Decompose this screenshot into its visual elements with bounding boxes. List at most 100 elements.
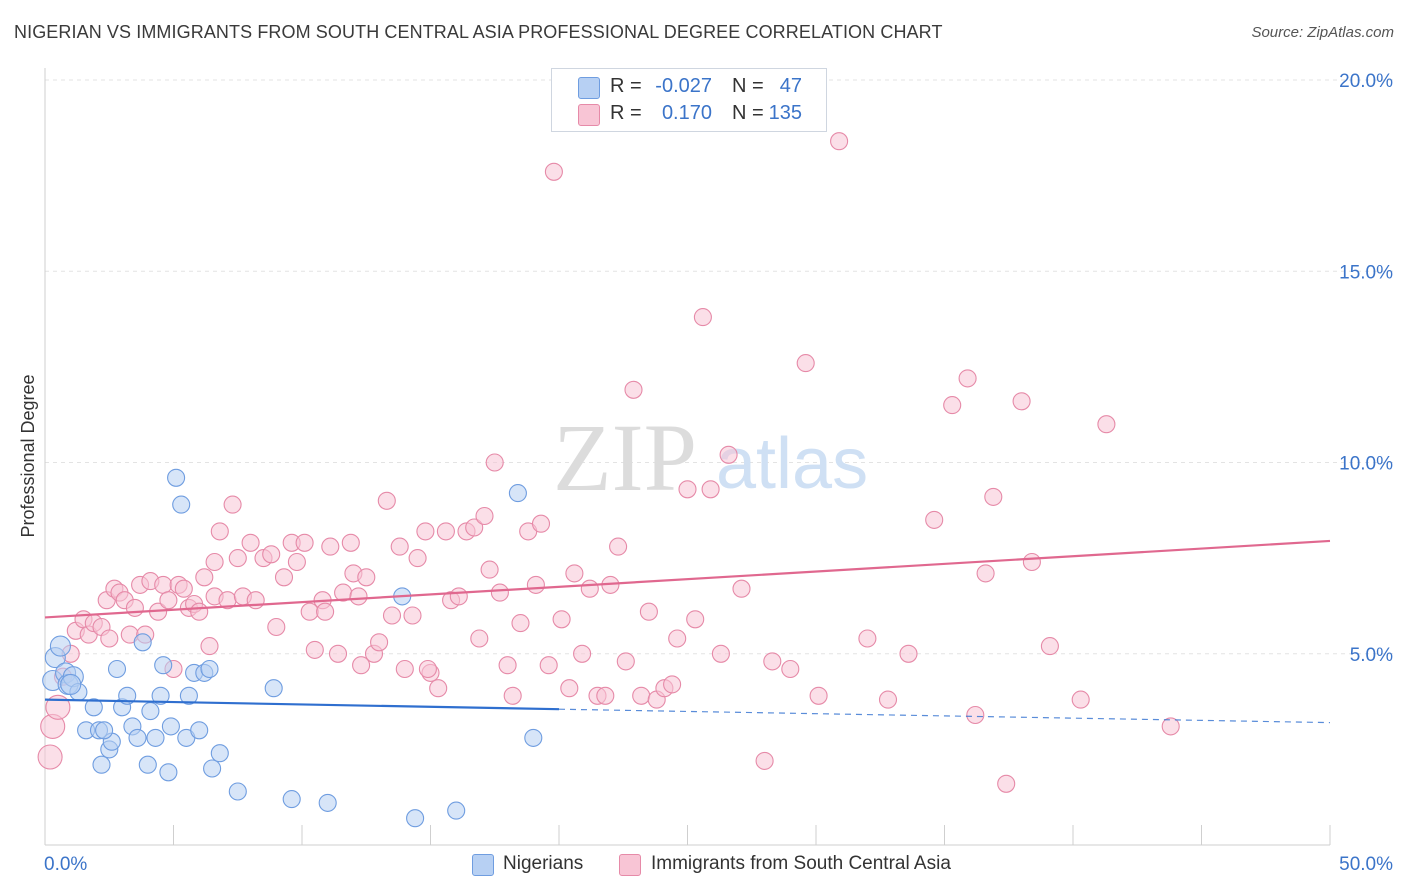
south-central-asia-point: [465, 518, 484, 537]
south-central-asia-point: [352, 656, 371, 675]
trend-lines: [44, 539, 1331, 724]
south-central-asia-point: [125, 598, 144, 617]
nigerian-point: [154, 656, 173, 675]
south-central-asia-point: [1161, 717, 1180, 736]
south-central-asia-point: [295, 533, 314, 552]
south-central-asia-point: [1040, 637, 1059, 656]
south-central-asia-point: [531, 514, 551, 533]
south-central-asia-point: [349, 587, 368, 606]
south-central-asia-point: [639, 602, 658, 621]
south-central-asia-point: [390, 537, 409, 556]
nigerian-point: [95, 721, 114, 740]
south-central-asia-point: [228, 549, 247, 568]
south-central-asia-point: [763, 652, 782, 671]
watermark-zip: ZIP: [553, 404, 697, 511]
south-central-asia-point: [565, 564, 584, 583]
south-central-asia-point: [174, 579, 193, 598]
south-central-asia-point: [408, 549, 427, 568]
south-central-asia-point: [755, 751, 774, 770]
south-central-asia-point: [341, 533, 360, 552]
nigerian-point: [203, 759, 222, 778]
south-central-asia-point: [943, 396, 962, 415]
south-central-asia-point: [686, 610, 705, 629]
nigerian-point: [138, 755, 157, 774]
south-central-asia-point: [925, 510, 944, 529]
south-central-asia-point: [37, 744, 63, 770]
nigerian-point: [167, 468, 186, 487]
south-central-asia-point: [485, 453, 504, 472]
south-central-asia-point: [436, 522, 455, 541]
south-central-asia-point: [544, 162, 563, 181]
south-central-asia-point: [1022, 552, 1041, 572]
nigerian-point: [92, 755, 111, 774]
south-central-asia-point: [470, 629, 489, 648]
south-central-asia-point: [429, 679, 448, 698]
south-central-asia-point: [316, 602, 335, 621]
nigerian-point: [190, 721, 209, 740]
nigerian-point: [49, 635, 71, 657]
nigerian-point: [146, 728, 165, 747]
south-central-asia-point: [287, 552, 306, 572]
x-tick-label: 0.0%: [44, 854, 87, 875]
south-central-asia-point: [560, 679, 579, 698]
south-central-asia-point: [190, 602, 209, 621]
south-central-asia-point: [403, 606, 422, 625]
gridlines: [45, 79, 1395, 655]
legend-swatch-blue: [578, 77, 600, 99]
south-central-asia-point: [899, 644, 918, 663]
legend-r-value: -0.027: [655, 75, 712, 97]
legend-row-nigerians: R = -0.027 N = 47: [552, 73, 826, 101]
south-central-asia-point: [878, 690, 898, 709]
south-central-asia-point: [274, 568, 294, 587]
south-central-asia-point: [321, 537, 340, 556]
south-central-asia-point: [976, 564, 995, 583]
tick-labels: 5.0% 10.0% 15.0% 20.0% 0.0% 50.0%: [44, 71, 1393, 875]
south-central-asia-point: [205, 552, 224, 572]
nigerian-point: [141, 702, 160, 721]
south-central-asia-point: [701, 480, 720, 499]
south-central-asia-point: [732, 579, 751, 598]
legend-n-label: N =: [732, 75, 764, 97]
legend-n-label: N =: [732, 102, 764, 124]
legend-r-value: 0.170: [661, 102, 712, 124]
south-central-asia-point: [809, 686, 828, 705]
south-central-asia-point: [663, 675, 682, 694]
y-tick-label: 10.0%: [1339, 454, 1393, 475]
south-central-asia-point: [1071, 690, 1090, 709]
south-central-asia-point: [475, 506, 494, 526]
legend-n-value: 47: [779, 75, 802, 97]
y-tick-label: 20.0%: [1339, 71, 1393, 92]
south-central-asia-trend-line: [44, 539, 1331, 619]
south-central-asia-point: [395, 659, 414, 679]
south-central-asia-point: [796, 354, 815, 373]
nigerian-point: [524, 728, 543, 747]
source-credit: Source: ZipAtlas.com: [1251, 24, 1394, 41]
nigerian-point: [133, 633, 152, 652]
south-central-asia-point: [503, 686, 522, 705]
nigerian-point: [60, 673, 82, 695]
south-central-asia-point: [370, 633, 389, 652]
nigerian-point: [172, 495, 191, 514]
nigerian-point: [508, 484, 527, 503]
south-central-asia-point: [377, 491, 396, 510]
series-legend: Nigerians Immigrants from South Central …: [0, 850, 1406, 878]
south-central-asia-point: [100, 629, 119, 648]
legend-label-nigerians: Nigerians: [503, 853, 584, 874]
y-axis-label: Professional Degree: [18, 374, 38, 537]
nigerian-point: [447, 801, 466, 820]
south-central-asia-point: [480, 560, 499, 579]
south-central-asia-point: [573, 644, 592, 663]
south-central-asia-point: [200, 637, 219, 656]
south-central-asia-point: [624, 380, 643, 399]
south-central-asia-point: [382, 606, 402, 625]
legend-row-south-central-asia: R = 0.170 N = 135: [552, 100, 826, 128]
south-central-asia-point: [1097, 415, 1116, 434]
south-central-asia-point: [267, 617, 286, 637]
south-central-asia-point: [305, 640, 324, 659]
south-central-asia-point: [526, 575, 545, 594]
south-central-asia-point: [830, 132, 849, 151]
south-central-asia-point: [357, 568, 376, 587]
south-central-asia-point: [328, 644, 348, 663]
south-central-asia-point: [241, 533, 260, 552]
